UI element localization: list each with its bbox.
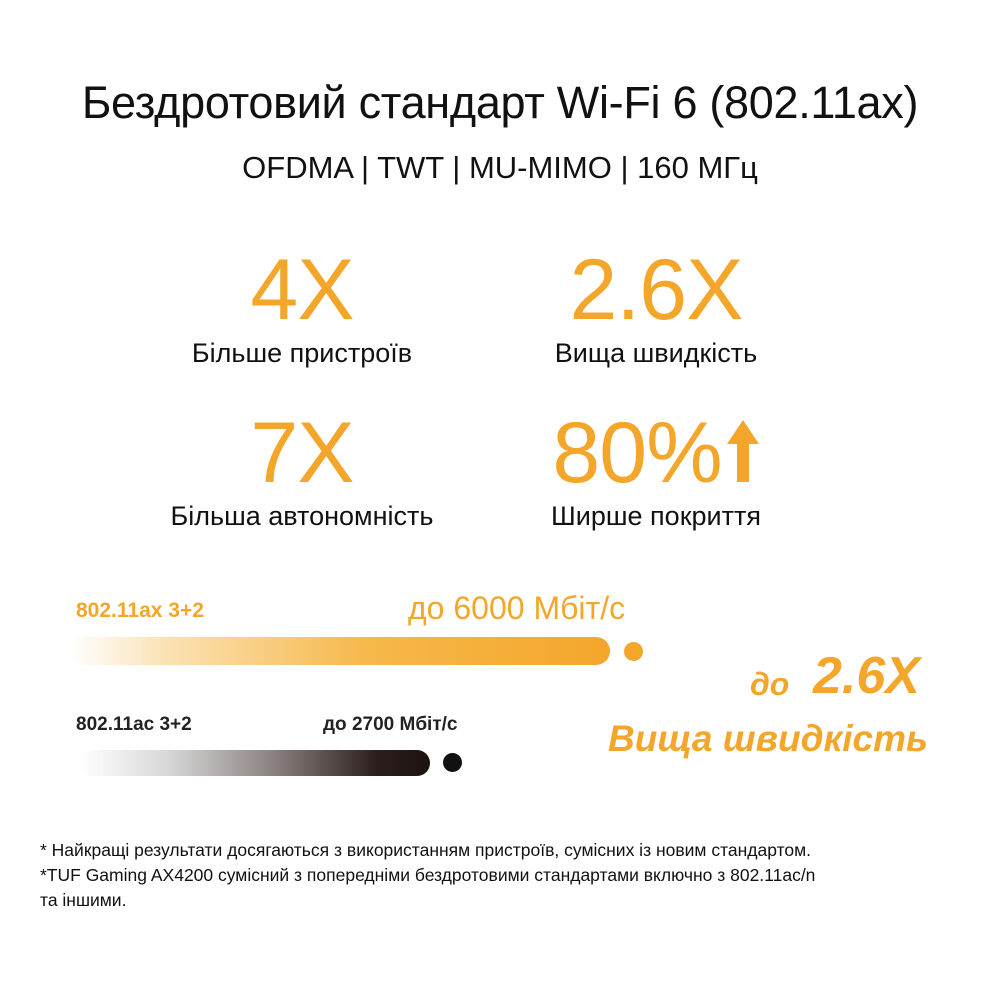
stat-label: Ширше покриття (551, 501, 761, 531)
footnote: * Найкращі результати досягаються з вико… (40, 840, 812, 860)
ac-speed-dot (443, 753, 462, 772)
speed-callout-value: 2.6X (813, 647, 920, 705)
stat-value: 80% (552, 405, 722, 501)
stat-label: Вища швидкість (554, 338, 758, 368)
ax-speed-dot (624, 642, 643, 661)
arrow-up-icon (726, 416, 760, 486)
stat-label: Більше пристроїв (191, 338, 413, 368)
page-subtitle: OFDMA | TWT | MU-MIMO | 160 МГц (242, 150, 758, 185)
footnote: *TUF Gaming AX4200 сумісний з попереднім… (40, 865, 816, 885)
stat-label: Більша автономність (170, 501, 434, 531)
stat-coverage: 80% Ширше покриття (466, 407, 846, 533)
speed-callout-label: Вища швидкість (608, 718, 928, 759)
ax-standard-label: 802.11ax 3+2 (76, 599, 204, 622)
stat-speed: 2.6X Вища швидкість (466, 244, 846, 370)
stat-devices: 4X Більше пристроїв (112, 244, 492, 370)
ac-speed-label: до 2700 Мбіт/с (323, 714, 458, 735)
stat-value: 7X (250, 405, 354, 501)
ac-speed-bar (80, 750, 430, 776)
footnote: та іншими. (40, 890, 127, 910)
speed-callout-prefix: до (750, 666, 790, 702)
page-title: Бездротовий стандарт Wi-Fi 6 (802.11ax) (81, 77, 919, 128)
ax-speed-bar (70, 637, 610, 665)
stat-value: 2.6X (569, 242, 744, 338)
stat-value-row: 80% (466, 407, 846, 499)
ac-standard-label: 802.11ac 3+2 (76, 714, 192, 735)
stat-value: 4X (250, 242, 354, 338)
ax-speed-label: до 6000 Мбіт/с (408, 590, 626, 626)
stat-battery: 7X Більша автономність (112, 407, 492, 533)
